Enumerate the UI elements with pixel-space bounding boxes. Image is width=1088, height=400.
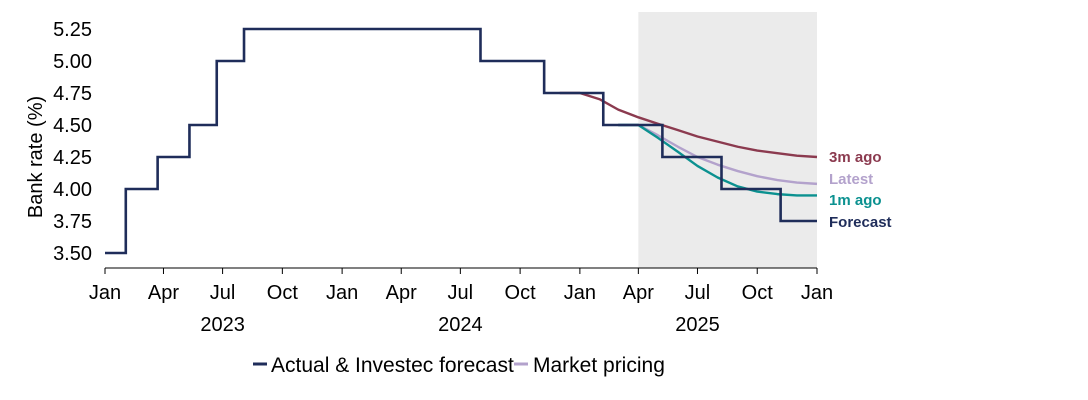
x-tick-label: Jul	[685, 282, 711, 304]
year-label: 2023	[200, 314, 245, 336]
x-tick-label: Jan	[89, 282, 121, 304]
y-axis-label: Bank rate (%)	[25, 96, 47, 218]
y-tick-label: 3.50	[53, 243, 92, 265]
x-tick-label: Apr	[386, 282, 417, 304]
series-line	[618, 123, 818, 186]
x-tick-label: Jan	[564, 282, 596, 304]
x-tick-label: Apr	[623, 282, 654, 304]
legend-label: Actual & Investec forecast	[271, 354, 514, 377]
y-tick-label: 5.00	[53, 51, 92, 73]
x-tick-label: Oct	[505, 282, 537, 304]
y-tick-label: 4.00	[53, 179, 92, 201]
y-tick-label: 5.25	[53, 19, 92, 41]
y-tick-label: 3.75	[53, 211, 92, 233]
series-end-label: Latest	[829, 171, 873, 188]
x-tick-label: Apr	[148, 282, 179, 304]
legend: Actual & Investec forecast Market pricing	[253, 354, 665, 377]
year-label: 2025	[675, 314, 720, 336]
x-tick-label: Jul	[210, 282, 236, 304]
series-end-label: 3m ago	[829, 149, 882, 166]
y-tick-label: 4.75	[53, 83, 92, 105]
x-tick-label: Oct	[742, 282, 774, 304]
series-line	[105, 27, 817, 255]
y-ticks: 3.50 3.75 4.00 4.25 4.50 4.75 5.00 5.25	[53, 19, 92, 265]
x-tick-label: Jan	[801, 282, 833, 304]
series-line	[618, 123, 817, 197]
x-ticks: Jan Apr Jul Oct Jan Apr Jul Oct Jan Apr Jul Oct Jan	[89, 268, 833, 304]
y-tick-label: 4.50	[53, 115, 92, 137]
end-labels: Forecast 3m ago Latest 1m ago	[829, 149, 892, 231]
y-tick-label: 4.25	[53, 147, 92, 169]
series-end-label: 1m ago	[829, 192, 882, 209]
year-labels: 2023 2024 2025	[200, 314, 719, 336]
x-tick-label: Jan	[326, 282, 358, 304]
legend-label: Market pricing	[533, 354, 665, 377]
series-layer	[105, 27, 818, 255]
series-end-label: Forecast	[829, 214, 892, 231]
x-tick-label: Jul	[448, 282, 474, 304]
x-tick-label: Oct	[267, 282, 299, 304]
year-label: 2024	[438, 314, 483, 336]
